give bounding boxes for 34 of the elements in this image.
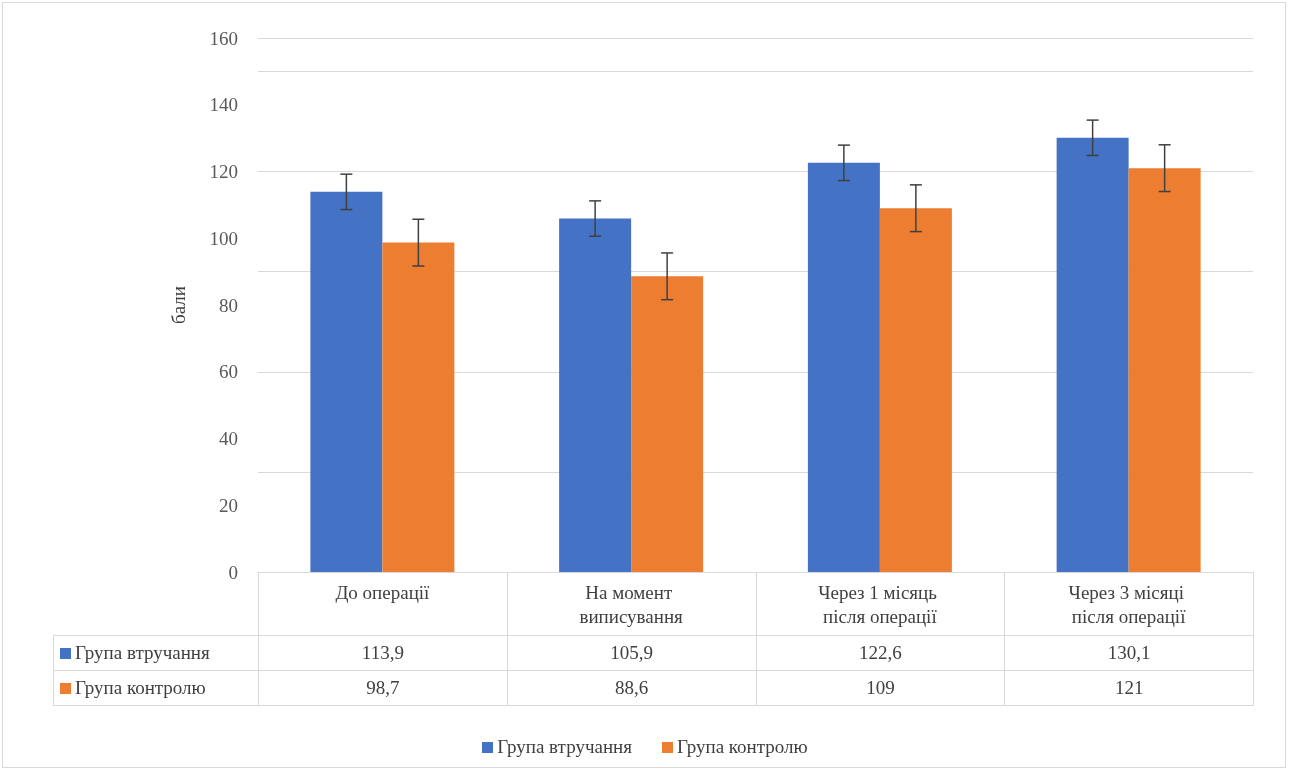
y-tick-label: 120: [209, 161, 238, 182]
bar: [1128, 168, 1201, 572]
y-tick-label: 40: [219, 428, 238, 449]
y-tick-label: 60: [219, 361, 238, 383]
bar: [310, 191, 383, 572]
bar: [382, 242, 455, 572]
y-tick-label: 160: [209, 27, 238, 49]
text: Група втручання: [497, 736, 632, 757]
text: Група контролю: [75, 677, 206, 698]
y-tick-label: 140: [209, 94, 238, 116]
y-axis-title: бали: [168, 286, 189, 324]
legend-label: Група втручання: [53, 635, 259, 671]
data-label: 109: [755, 670, 1006, 706]
data-label: 88,6: [506, 670, 757, 706]
data-label: 121: [1004, 670, 1254, 706]
bar: [807, 162, 880, 572]
data-label: 98,7: [258, 670, 508, 706]
x-tick-label: До операції: [335, 581, 431, 603]
data-label: 122,6: [755, 635, 1006, 671]
legend-label: Група контролю: [675, 736, 808, 758]
x-tick-label: Через 3 місяці після операції: [1068, 581, 1189, 627]
y-tick-label: 20: [219, 494, 238, 516]
data-label: 113,9: [258, 635, 508, 671]
bar: [879, 208, 952, 572]
x-tick-label: Через 1 місяць після операції: [818, 581, 942, 627]
data-label: 130,1: [1004, 635, 1254, 671]
data-label: 105,9: [506, 635, 757, 671]
x-tick-label: На момент виписування: [579, 581, 684, 627]
bar: [631, 276, 704, 572]
bar: [1056, 137, 1129, 572]
y-tick-label: 100: [209, 227, 238, 249]
bar: [559, 218, 632, 572]
y-tick-label: 0: [228, 561, 238, 583]
y-tick-label: 80: [219, 294, 238, 316]
